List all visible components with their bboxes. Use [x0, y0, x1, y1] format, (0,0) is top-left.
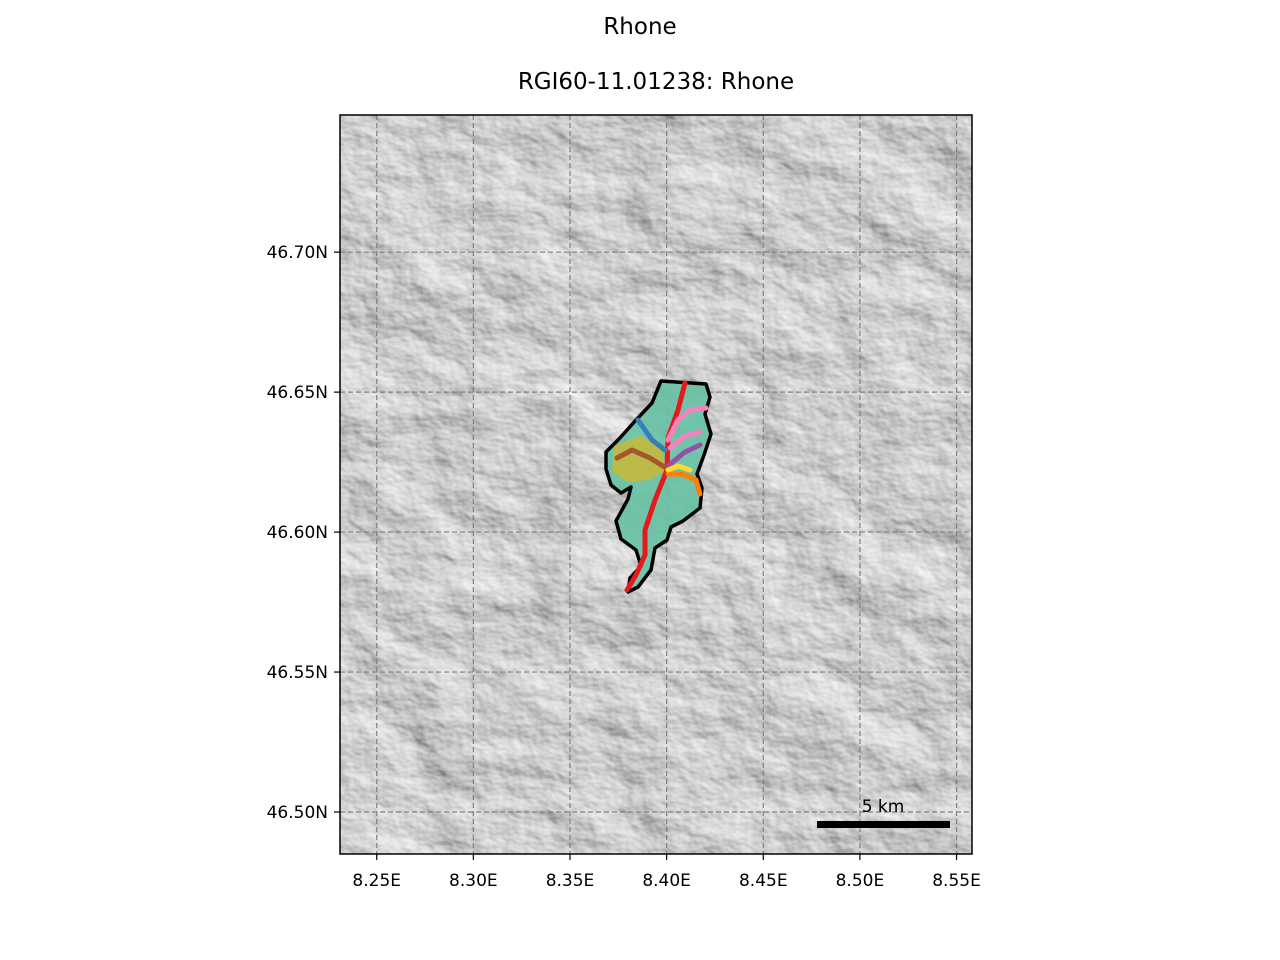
x-tick-label: 8.40E — [642, 871, 691, 891]
scalebar-bar — [817, 821, 950, 828]
y-tick-label: 46.50N — [267, 803, 328, 823]
flowline-pink — [665, 405, 709, 443]
y-tick-label: 46.65N — [267, 383, 328, 403]
flowline-brown — [614, 447, 669, 471]
flowline-pink-2 — [667, 429, 703, 451]
x-tick-label: 8.25E — [352, 871, 401, 891]
map-title: RGI60-11.01238: Rhone — [517, 69, 795, 95]
y-tick-label: 46.60N — [267, 523, 328, 543]
scalebar-label: 5 km — [862, 797, 905, 817]
graticule — [340, 115, 972, 854]
glacier-tributary-basin — [612, 436, 666, 482]
x-tick-label: 8.55E — [932, 871, 981, 891]
x-tick-label: 8.45E — [739, 871, 788, 891]
y-tick-label: 46.55N — [267, 663, 328, 683]
scalebar: 5 km — [817, 797, 950, 828]
x-tick-label: 8.50E — [836, 871, 885, 891]
y-tick-label: 46.70N — [267, 243, 328, 263]
x-tick-label: 8.30E — [449, 871, 498, 891]
hillshade-background — [340, 115, 972, 854]
figure-suptitle: Rhone — [603, 14, 677, 40]
flowline-main — [624, 380, 688, 593]
x-tick-label: 8.35E — [546, 871, 595, 891]
flowline-purple — [665, 442, 703, 469]
flowline-orange — [665, 471, 703, 497]
axis-ticks: 8.25E 8.30E 8.35E 8.40E 8.45E 8.50E 8.55E 46.50… — [267, 243, 981, 891]
glacier — [604, 379, 713, 594]
flowline-blue — [635, 417, 668, 453]
flowline-yellow — [665, 463, 693, 473]
axes-frame — [339, 114, 973, 855]
